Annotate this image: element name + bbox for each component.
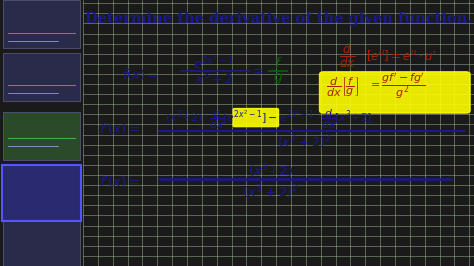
Text: $f$: $f$ — [274, 56, 283, 71]
Text: $(x^3{+}2)$: $(x^3{+}2)$ — [248, 162, 293, 180]
Text: $g$: $g$ — [273, 71, 283, 86]
Bar — [3, 170, 80, 218]
Text: $f'(x) =$: $f'(x) =$ — [99, 122, 139, 137]
Bar — [3, 0, 80, 48]
Bar — [3, 218, 80, 266]
Text: $=$: $=$ — [249, 64, 264, 78]
Text: $f'(x) =$: $f'(x) =$ — [99, 174, 139, 190]
Text: $(x^3+2)^2$: $(x^3+2)^2$ — [242, 183, 299, 201]
Text: $[e^{u}] = e^{u} \cdot u^{\prime}$: $[e^{u}] = e^{u} \cdot u^{\prime}$ — [366, 48, 438, 64]
Text: $\dfrac{d}{dx}$: $\dfrac{d}{dx}$ — [339, 42, 356, 70]
Text: $\dfrac{d}{dx}\left[\dfrac{f}{g}\right]$: $\dfrac{d}{dx}\left[\dfrac{f}{g}\right]$ — [326, 76, 359, 99]
Bar — [1, 165, 82, 221]
FancyBboxPatch shape — [233, 109, 279, 127]
Text: $e^{2x^2-1}$: $e^{2x^2-1}$ — [193, 55, 235, 72]
Bar — [3, 53, 80, 101]
Bar — [3, 112, 80, 160]
Text: $f(x) =$: $f(x) =$ — [122, 67, 159, 82]
Text: $(x^3+2)^2$: $(x^3+2)^2$ — [277, 134, 331, 151]
Text: $(x^3{+}2)\cdot\dfrac{d}{dx}\!\left[e^{2x^2-1}\right] - e^{2x^2-1}\cdot\dfrac{d}: $(x^3{+}2)\cdot\dfrac{d}{dx}\!\left[e^{2… — [165, 108, 373, 131]
Text: $x^3+2$: $x^3+2$ — [195, 70, 233, 87]
Text: Determine the derivative of the given function.: Determine the derivative of the given fu… — [85, 12, 472, 26]
Text: $= \dfrac{gf^{\prime} - fg^{\prime}}{g^2}$: $= \dfrac{gf^{\prime} - fg^{\prime}}{g^2… — [368, 72, 426, 102]
FancyBboxPatch shape — [319, 72, 470, 113]
